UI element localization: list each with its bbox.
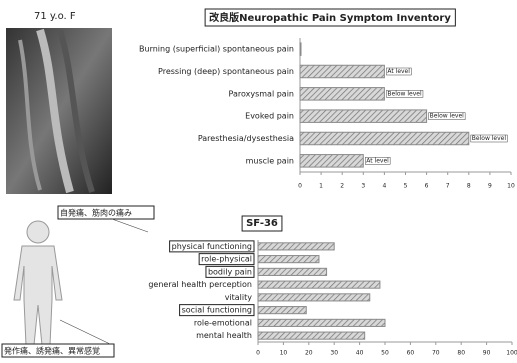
body-label: 発作痛、誘発痛、異常感覚 [4,346,100,356]
bar [258,256,319,263]
y-tick-label: muscle pain [246,156,294,165]
y-tick-label: Pressing (deep) spontaneous pain [158,67,294,76]
y-tick-label: role-emotional [194,318,252,327]
y-tick-label: Paresthesia/dysesthesia [198,134,294,143]
bar [300,88,384,101]
bar [258,268,327,275]
x-tick-label: 4 [382,183,386,190]
y-tick-label: Paroxysmal pain [229,89,295,98]
y-tick-label: vitality [225,293,253,302]
bar [258,319,385,326]
y-tick-label: physical functioning [172,242,252,251]
x-tick-label: 40 [356,350,364,357]
x-tick-label: 0 [298,183,302,190]
x-tick-label: 60 [407,350,415,357]
bar [258,281,380,288]
bar [300,43,301,56]
bar [258,332,365,339]
mri-image [6,28,112,194]
body-diagram [14,221,62,345]
bar [300,155,363,168]
x-tick-label: 1 [319,183,323,190]
body-label: 自発痛、筋肉の痛み [60,208,132,218]
x-tick-label: 0 [256,350,260,357]
x-tick-label: 90 [483,350,491,357]
y-tick-label: Evoked pain [245,112,294,121]
x-tick-label: 20 [305,350,313,357]
bar [300,65,384,78]
annotation: At level [366,157,389,164]
y-tick-label: mental health [196,331,252,340]
x-tick-label: 8 [467,183,471,190]
x-tick-label: 7 [446,183,450,190]
chart-title: 改良版Neuropathic Pain Symptom Inventory [209,11,451,24]
x-tick-label: 6 [425,183,429,190]
y-tick-label: social functioning [182,306,252,315]
y-tick-label: bodily pain [208,267,252,276]
annotation: Below level [472,135,507,142]
bar [258,294,370,301]
x-tick-label: 80 [457,350,465,357]
bar [300,132,469,145]
patient-label: 71 y.o. F [34,11,76,22]
x-tick-label: 2 [340,183,344,190]
bar [258,243,334,250]
x-tick-label: 9 [488,183,492,190]
x-tick-label: 50 [381,350,389,357]
annotation: Below level [430,113,465,120]
x-tick-label: 5 [404,183,408,190]
y-tick-label: role-physical [201,255,252,264]
x-tick-label: 30 [330,350,338,357]
bar [258,307,306,314]
figure: 71 y.o. F 自発痛、筋肉の痛み 発作痛、誘発痛、異常感覚 改良版Neur… [0,0,517,363]
x-tick-label: 100 [506,350,517,357]
chart-title: SF-36 [246,218,278,229]
annotation: At level [387,68,410,75]
bar [300,110,427,123]
y-tick-label: Burning (superficial) spontaneous pain [139,45,294,54]
x-tick-label: 10 [280,350,288,357]
x-tick-label: 3 [361,183,365,190]
x-tick-label: 10 [507,183,515,190]
x-tick-label: 70 [432,350,440,357]
y-tick-label: general health perception [148,280,252,289]
annotation: Below level [387,90,422,97]
